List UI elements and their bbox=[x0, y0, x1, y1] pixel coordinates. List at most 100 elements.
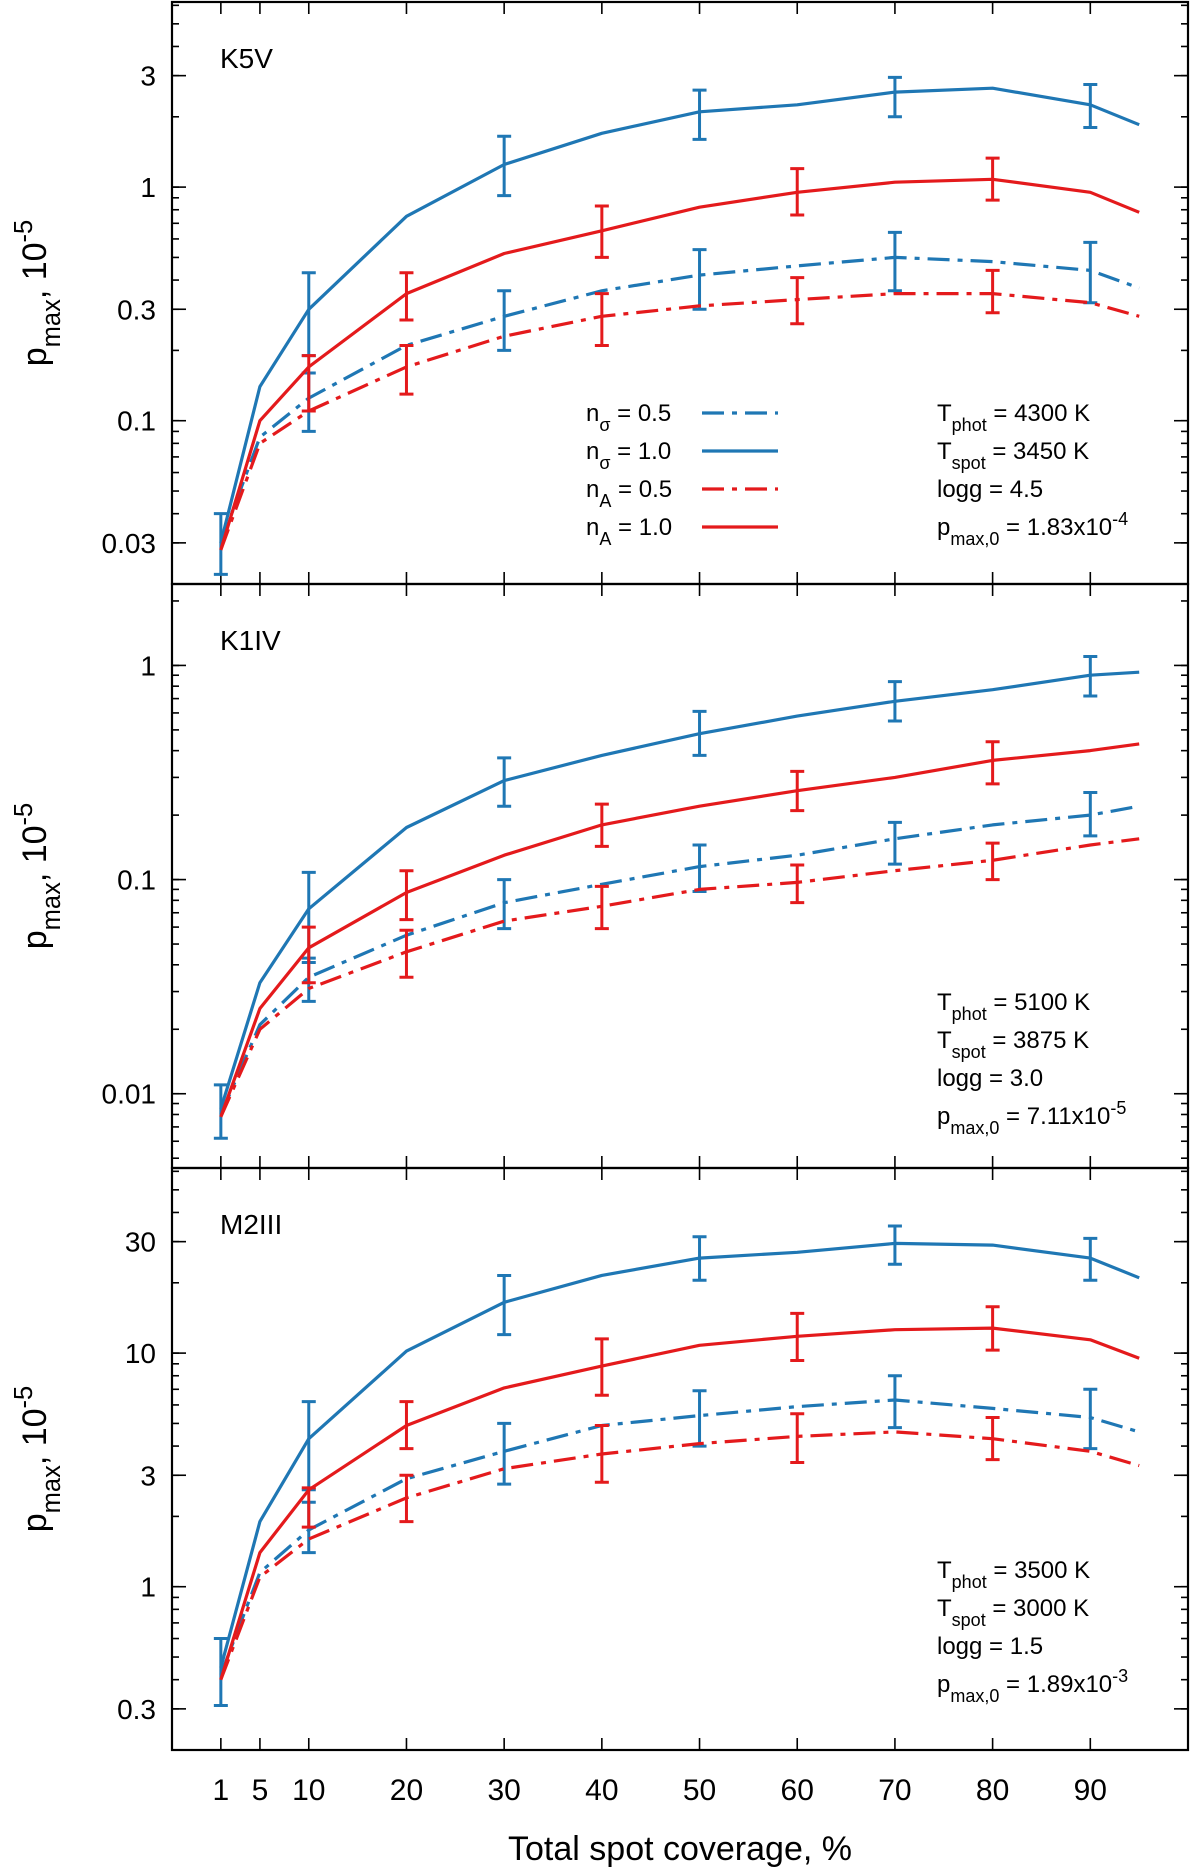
error-bar bbox=[985, 1416, 1000, 1462]
error-bar bbox=[301, 925, 316, 985]
series-line-4 bbox=[219, 177, 1140, 551]
y-tick-label: 10 bbox=[125, 1338, 156, 1369]
error-bar bbox=[790, 769, 805, 813]
series-line-1 bbox=[219, 804, 1140, 1116]
y-tick-label: 1 bbox=[140, 1572, 156, 1603]
error-bar bbox=[399, 271, 414, 322]
error-bar bbox=[985, 841, 1000, 882]
x-tick-label: 1 bbox=[213, 1774, 230, 1807]
series-line-4 bbox=[219, 1326, 1140, 1681]
error-bar bbox=[790, 276, 805, 326]
error-bar bbox=[887, 1374, 902, 1430]
error-bar bbox=[497, 289, 512, 352]
info-line: logg = 3.0 bbox=[937, 1065, 1043, 1092]
x-tick-label: 20 bbox=[390, 1774, 423, 1807]
info-line: Tspot = 3450 K bbox=[937, 438, 1089, 473]
legend-label: nσ = 0.5 bbox=[586, 400, 671, 435]
error-bar bbox=[1083, 1387, 1098, 1451]
legend-label: nA = 0.5 bbox=[586, 476, 672, 511]
error-bar bbox=[692, 709, 707, 757]
y-tick-label: 0.1 bbox=[117, 865, 156, 896]
y-axis-title: pmax, 10-5 bbox=[10, 1386, 66, 1533]
error-bar bbox=[1083, 655, 1098, 698]
error-bar bbox=[790, 1311, 805, 1362]
x-tick-label: 60 bbox=[781, 1774, 814, 1807]
plot-frame bbox=[170, 1166, 1190, 1752]
info-line: pmax,0 = 1.83x10-4 bbox=[937, 509, 1128, 549]
series-line-3 bbox=[219, 837, 1140, 1118]
error-bar bbox=[213, 1637, 228, 1708]
error-bar bbox=[399, 343, 414, 396]
y-axis-title: pmax, 10-5 bbox=[10, 220, 66, 367]
error-bar bbox=[301, 354, 316, 413]
error-bar bbox=[399, 928, 414, 979]
y-tick-label: 0.03 bbox=[102, 528, 157, 559]
error-bar bbox=[790, 1412, 805, 1465]
error-bar bbox=[692, 88, 707, 141]
error-bar bbox=[790, 167, 805, 217]
error-bar bbox=[1083, 1236, 1098, 1282]
error-bar bbox=[594, 1337, 609, 1397]
info-line: Tphot = 3500 K bbox=[937, 1557, 1090, 1592]
error-bar bbox=[790, 863, 805, 905]
error-bar bbox=[594, 292, 609, 347]
error-bar bbox=[497, 134, 512, 198]
y-tick-label: 1 bbox=[140, 172, 156, 203]
x-tick-label: 40 bbox=[585, 1774, 618, 1807]
error-bar bbox=[594, 204, 609, 259]
chart-panel-k5v: 0.03 0.1 0.3 1 3 K5V pmax, 10-5 Tphot = 4300 KT… bbox=[10, 0, 1190, 586]
series-line-1 bbox=[219, 1398, 1140, 1676]
x-tick-label: 70 bbox=[878, 1774, 911, 1807]
error-bar bbox=[497, 1273, 512, 1337]
series-line-4 bbox=[219, 742, 1140, 1118]
y-tick-label: 3 bbox=[140, 1460, 156, 1491]
error-bar bbox=[1083, 240, 1098, 305]
error-bar bbox=[497, 1421, 512, 1486]
legend: nσ = 0.5nσ = 1.0nA = 0.5nA = 1.0 bbox=[586, 400, 778, 549]
y-tick-label: 30 bbox=[125, 1227, 156, 1258]
error-bar bbox=[594, 1423, 609, 1484]
x-tick-label: 10 bbox=[292, 1774, 325, 1807]
error-bar bbox=[594, 884, 609, 931]
error-bar bbox=[497, 756, 512, 808]
panel-label: K1IV bbox=[220, 625, 281, 656]
x-tick-label: 5 bbox=[252, 1774, 269, 1807]
info-line: pmax,0 = 7.11x10-5 bbox=[937, 1098, 1126, 1138]
info-line: Tphot = 4300 K bbox=[937, 400, 1090, 435]
error-bar bbox=[213, 1083, 228, 1140]
legend-label: nA = 1.0 bbox=[586, 514, 672, 549]
error-bar bbox=[887, 680, 902, 723]
legend-label: nσ = 1.0 bbox=[586, 438, 671, 473]
x-tick-label: 50 bbox=[683, 1774, 716, 1807]
info-line: logg = 4.5 bbox=[937, 476, 1043, 503]
error-bar bbox=[399, 1400, 414, 1451]
chart-panel-m2iii: 0.3 1 3 10 30 M2III pmax, 10-5 Tphot = 3500 KTs… bbox=[10, 1166, 1190, 1868]
error-bar bbox=[692, 1235, 707, 1282]
error-bar bbox=[692, 248, 707, 311]
y-tick-label: 0.3 bbox=[117, 1694, 156, 1725]
series-line-2 bbox=[219, 670, 1140, 1110]
chart-panel-k1iv: 0.01 0.1 1 K1IV pmax, 10-5 Tphot = 5100 KTspo… bbox=[10, 582, 1190, 1170]
error-bar bbox=[985, 1305, 1000, 1352]
error-bar bbox=[692, 1389, 707, 1448]
error-bar bbox=[985, 268, 1000, 315]
error-bar bbox=[301, 1486, 316, 1529]
error-bar bbox=[985, 740, 1000, 786]
series-line-3 bbox=[219, 1430, 1140, 1681]
x-tick-label: 90 bbox=[1074, 1774, 1107, 1807]
error-bar bbox=[887, 230, 902, 293]
error-bar bbox=[887, 75, 902, 119]
panel-label: M2III bbox=[220, 1209, 282, 1240]
error-bar bbox=[887, 820, 902, 866]
panel-label: K5V bbox=[220, 43, 273, 74]
x-axis-title: Total spot coverage, % bbox=[508, 1830, 852, 1868]
y-tick-label: 0.1 bbox=[117, 406, 156, 437]
series-line-2 bbox=[219, 86, 1140, 544]
error-bar bbox=[1083, 791, 1098, 838]
y-tick-label: 0.3 bbox=[117, 294, 156, 325]
error-bar bbox=[497, 878, 512, 931]
info-line: Tphot = 5100 K bbox=[937, 989, 1090, 1024]
y-tick-label: 3 bbox=[140, 61, 156, 92]
info-line: pmax,0 = 1.89x10-3 bbox=[937, 1666, 1128, 1706]
